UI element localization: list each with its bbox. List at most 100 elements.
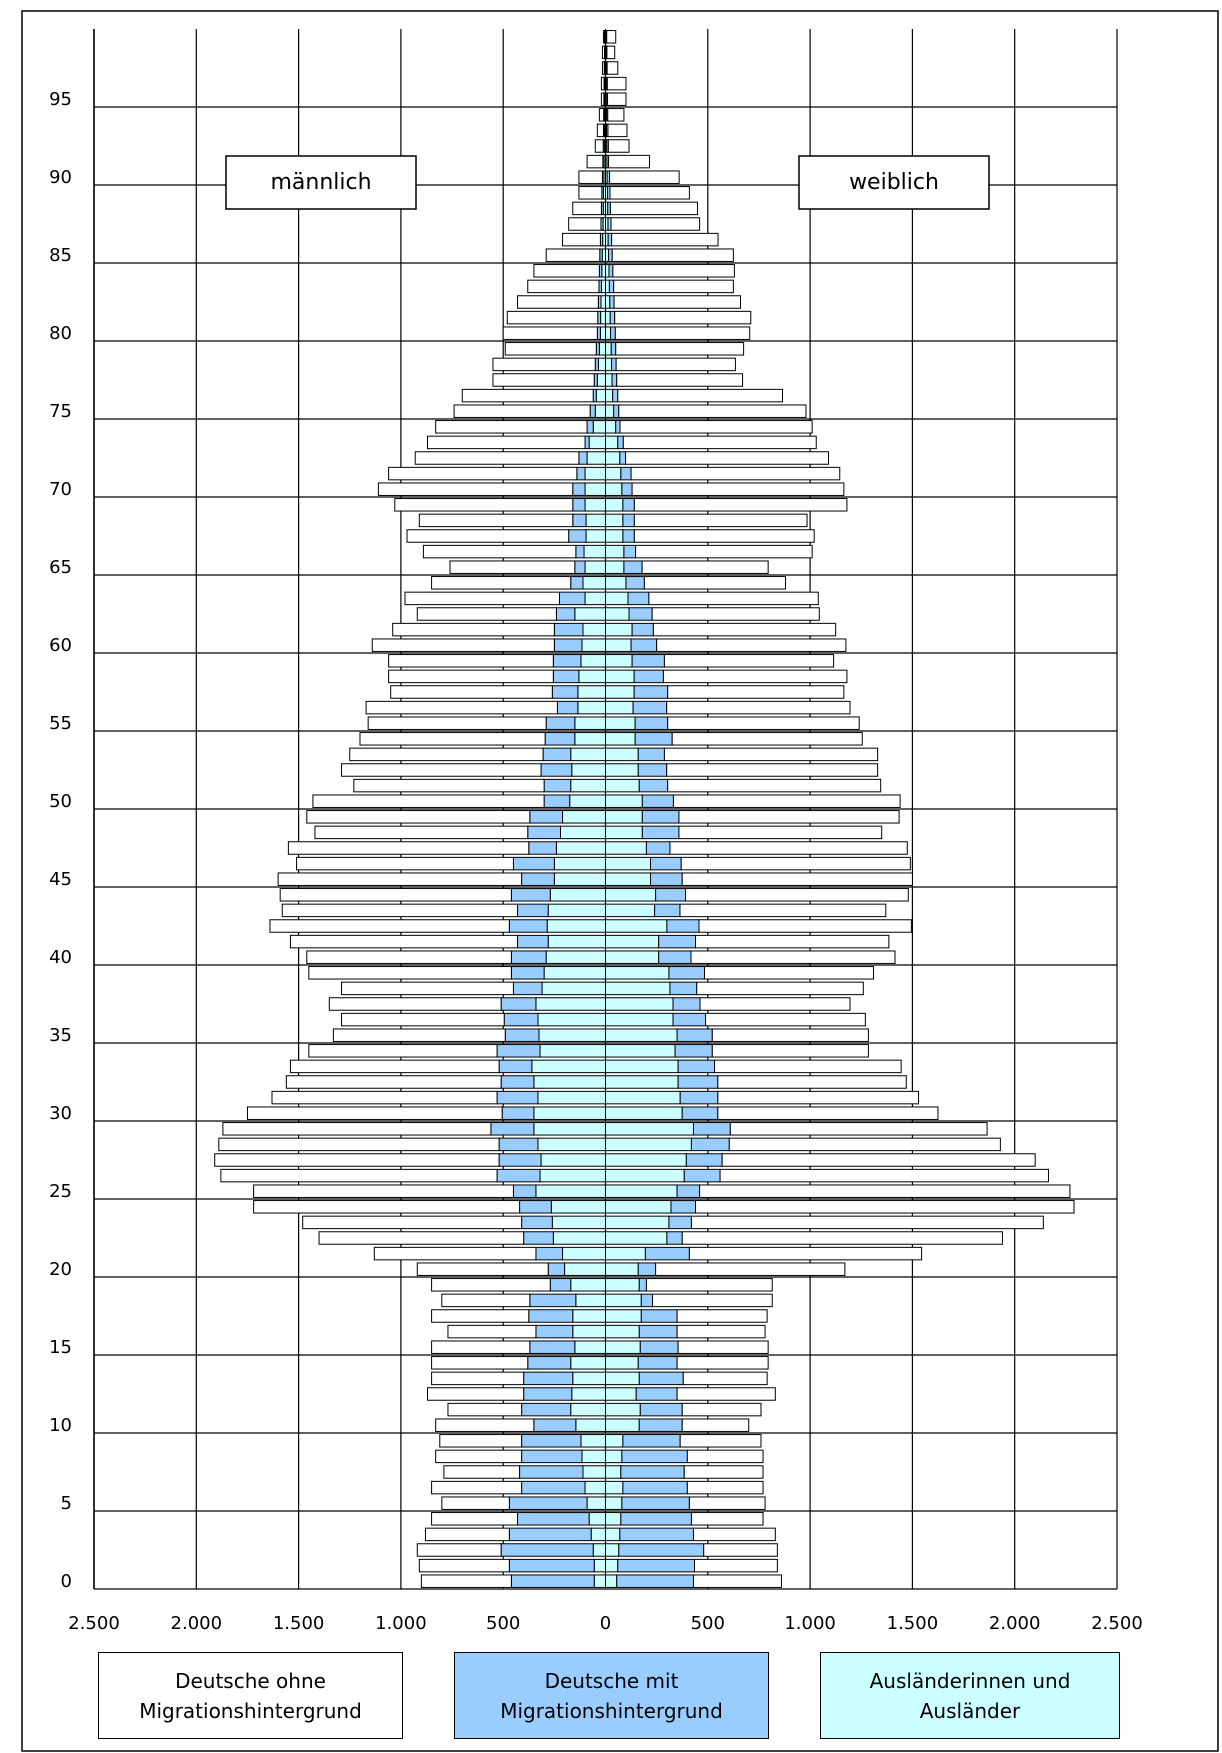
y-tick-label: 25	[49, 1181, 72, 1202]
bar	[607, 123, 628, 138]
bar	[296, 856, 514, 871]
bar	[606, 76, 627, 91]
bar	[717, 1106, 939, 1120]
sex-label-box	[225, 155, 417, 210]
bar	[605, 1075, 679, 1089]
bar	[627, 591, 650, 606]
bar	[609, 186, 690, 200]
bar	[584, 435, 590, 450]
bar	[605, 919, 668, 933]
bar	[586, 451, 606, 465]
bar	[621, 1496, 690, 1510]
bar	[585, 529, 606, 543]
bar	[605, 1449, 623, 1464]
bar	[648, 591, 819, 606]
bar	[609, 170, 680, 184]
bar	[549, 1278, 572, 1292]
sex-label-box	[798, 155, 990, 210]
bar	[431, 1340, 531, 1354]
bar	[551, 685, 579, 699]
bar	[605, 513, 624, 528]
bar	[666, 1231, 683, 1245]
bar	[671, 732, 863, 746]
bar	[605, 357, 613, 372]
bar	[220, 1168, 498, 1183]
bar	[431, 1278, 551, 1292]
bar	[605, 841, 647, 855]
y-tick-label: 0	[61, 1571, 72, 1592]
bar	[692, 1122, 731, 1136]
bar	[605, 1028, 678, 1042]
bar	[582, 622, 607, 637]
bar	[570, 747, 607, 762]
bar	[527, 825, 561, 840]
bar	[674, 1044, 713, 1058]
bar	[704, 966, 875, 980]
bar	[605, 1387, 637, 1401]
bar	[609, 310, 616, 325]
bar	[684, 888, 909, 902]
bar	[569, 794, 607, 808]
bar	[658, 950, 692, 964]
bar	[605, 810, 643, 824]
y-tick-label: 30	[49, 1103, 72, 1124]
x-tick-label: 2.500	[68, 1613, 120, 1634]
bar	[588, 1512, 607, 1526]
bar	[622, 529, 635, 543]
bar	[580, 1434, 606, 1448]
bar	[607, 108, 625, 122]
bar	[600, 76, 605, 91]
bar	[631, 482, 845, 496]
bar	[639, 1340, 679, 1354]
bar	[679, 1434, 762, 1448]
bar	[550, 1200, 607, 1214]
bar	[676, 1356, 769, 1370]
bar	[519, 1200, 552, 1214]
bar	[539, 1168, 607, 1183]
bar	[570, 778, 607, 793]
bar	[535, 1324, 574, 1339]
bar	[711, 1044, 869, 1058]
bar	[637, 1262, 657, 1276]
bar	[719, 1168, 1049, 1183]
bar	[584, 498, 606, 512]
bar	[605, 1309, 642, 1323]
bar	[578, 170, 603, 184]
bar	[552, 1231, 607, 1245]
bar	[535, 1246, 564, 1261]
bar	[662, 669, 848, 684]
bar	[416, 607, 557, 621]
bar	[490, 1122, 535, 1136]
bar	[562, 232, 601, 247]
bar	[390, 685, 553, 699]
bar	[654, 903, 681, 918]
bar	[533, 1075, 607, 1089]
bar	[655, 1262, 846, 1276]
bar	[605, 1044, 676, 1058]
x-tick-label: 1.000	[784, 1613, 836, 1634]
bar	[605, 295, 611, 309]
bar	[582, 576, 607, 590]
bar	[608, 154, 650, 169]
bar	[607, 139, 630, 153]
bar	[633, 513, 808, 528]
bar	[537, 1137, 606, 1152]
bar	[583, 544, 607, 559]
bar	[504, 1028, 540, 1042]
bar	[537, 1090, 606, 1105]
bar	[527, 1356, 572, 1370]
x-tick-label: 1.500	[887, 1613, 939, 1634]
bar	[608, 279, 615, 294]
bar	[615, 420, 621, 434]
bar	[605, 529, 624, 543]
bar	[670, 1200, 697, 1214]
bar	[605, 763, 639, 777]
bar	[535, 1184, 606, 1198]
labels: männlich weiblich	[225, 155, 990, 210]
bar	[677, 1340, 769, 1354]
bar	[605, 1527, 621, 1542]
bar	[538, 1028, 607, 1042]
bar	[633, 669, 664, 684]
bar	[519, 1465, 584, 1479]
